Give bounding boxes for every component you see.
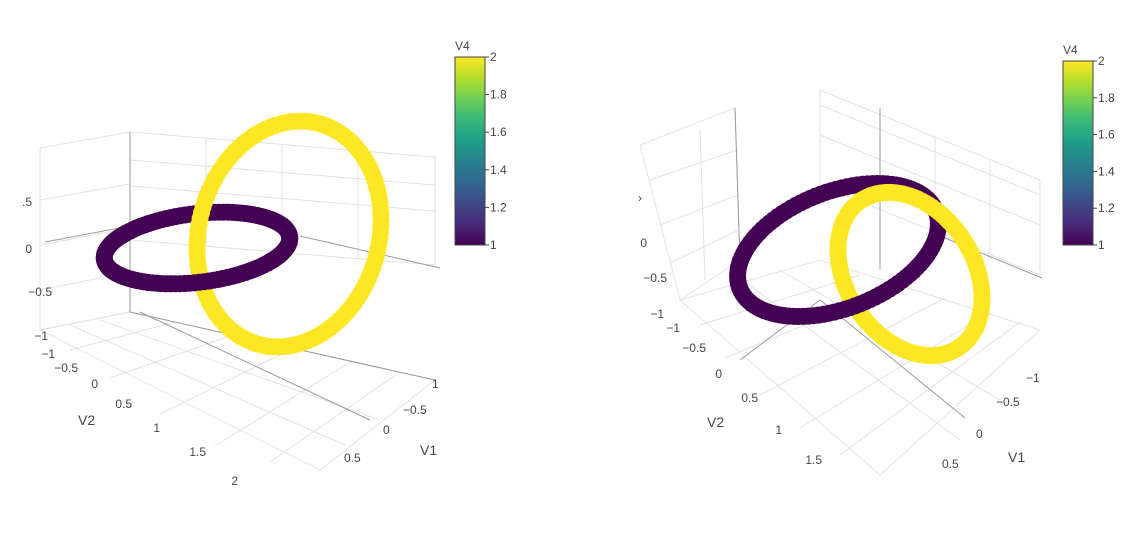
x-tick-2-2: 0 [976, 427, 983, 441]
back-right-wall-2 [819, 89, 1041, 276]
y-tick-2-5: 1.5 [805, 453, 822, 467]
y-tick-2-1: −0.5 [682, 341, 706, 355]
x-axis-label-1: V1 [420, 442, 437, 458]
colorbar-tick-label: 2 [1098, 54, 1105, 68]
colorbar-ticks-2: 1 1.2 1.4 1.6 1.8 2 [1093, 54, 1115, 252]
y-tick-2-2: 0 [715, 367, 722, 381]
colorbar-title-1: V4 [455, 39, 470, 53]
grid-line [109, 335, 231, 379]
z-tick-1-3: .5 [22, 195, 32, 209]
colorbar-title-2: V4 [1063, 43, 1078, 57]
x-tick-2-3: 0.5 [942, 457, 959, 471]
z-tick-2-1: 0 [640, 236, 647, 250]
x-tick-2-1: −0.5 [996, 395, 1020, 409]
colorbar-tick-label: 1 [490, 238, 497, 252]
colorbar-2: V4 1 1.2 1.4 1.6 1.8 2 [1062, 43, 1115, 252]
axis-ticks-1: .5 0 −0.5 −1 −1 −0.5 0 0.5 1 1.5 2 V2 1 … [22, 195, 439, 488]
grid-line [759, 297, 946, 396]
x-axis-line-2 [819, 299, 966, 419]
y-tick-1-0: −1 [41, 347, 55, 361]
grid-line [69, 324, 346, 446]
y-tick-2-0: −1 [650, 307, 664, 321]
grid-line [159, 349, 291, 415]
y-tick-2-4: 1 [775, 423, 782, 437]
zero-plane-line-1 [44, 225, 131, 243]
grid-line [269, 371, 401, 463]
grid-line [819, 104, 1041, 196]
z-tick-1-1: −0.5 [28, 285, 52, 299]
points-2 [729, 175, 991, 365]
grid-1 [38, 131, 441, 471]
y-tick-1-1: −0.5 [54, 361, 78, 375]
colorbar-tick-label: 1.4 [490, 163, 507, 177]
floor-diag-1 [139, 311, 371, 421]
z-tick-1-0: −1 [34, 329, 48, 343]
colorbar-ticks-1: 1 1.2 1.4 1.6 1.8 2 [485, 50, 507, 252]
grid-line [649, 149, 738, 181]
point-v4-2 [970, 264, 987, 282]
colorbar-tick-label: 1.6 [1098, 128, 1115, 142]
colorbar-tick-label: 1.4 [1098, 164, 1115, 178]
floor-2 [678, 259, 1041, 476]
z-tick-2-0: −0.5 [643, 271, 667, 285]
point-v4-2 [189, 221, 207, 239]
grid-line [659, 194, 739, 226]
y-tick-1-4: 1 [153, 421, 160, 435]
grid-2 [639, 89, 1043, 476]
x-tick-2-0: −1 [1026, 371, 1040, 385]
grid-line [69, 321, 176, 351]
scene-1[interactable]: .5 0 −0.5 −1 −1 −0.5 0 0.5 1 1.5 2 V2 1 … [22, 112, 441, 488]
points-1 [95, 112, 390, 356]
x-axis-label-2: V1 [1008, 449, 1025, 465]
colorbar-tick-label: 1.6 [490, 125, 507, 139]
y-tick-2-3: 0.5 [741, 391, 758, 405]
z-tick-1-2: 0 [25, 242, 32, 256]
colorbar-tick-label: 1.8 [1098, 91, 1115, 105]
grid-line [669, 229, 740, 264]
colorbar-gradient-2 [1062, 60, 1094, 246]
point-v4-1 [144, 274, 162, 292]
x-tick-1-1: 0 [383, 423, 390, 437]
colorbar-1: V4 1 1.2 1.4 1.6 1.8 2 [454, 39, 507, 252]
z-axis-line-2 [734, 107, 741, 263]
y-axis-label-2: V2 [707, 414, 724, 430]
y-axis-label-1: V2 [78, 412, 95, 428]
y-tick-1-5: 1.5 [189, 445, 206, 459]
y-tick-1-3: 0.5 [115, 397, 132, 411]
colorbar-tick-label: 2 [490, 50, 497, 64]
colorbar-tick-label: 1 [1098, 238, 1105, 252]
colorbar-gradient-1 [454, 56, 486, 246]
grid-line [39, 183, 131, 201]
colorbar-tick-label: 1.2 [1098, 201, 1115, 215]
x-tick-1-partial: 1 [432, 377, 439, 391]
grid-line [839, 321, 1021, 456]
grid-line [214, 361, 351, 447]
grid-line [699, 129, 706, 281]
x-tick-1-2: 0.5 [344, 451, 361, 465]
scene-2[interactable]: › 0 −0.5 −1 −1 −0.5 0 0.5 1 1.5 V2 −1 −0… [638, 89, 1043, 476]
y-tick-1-partial: 2 [231, 474, 238, 488]
y-tick-1-2: 0 [91, 377, 98, 391]
grid-line [819, 134, 1041, 226]
colorbar-tick-label: 1.2 [490, 200, 507, 214]
x-tick-1-0: −0.5 [403, 403, 427, 417]
grid-line [699, 274, 861, 326]
colorbar-tick-label: 1.8 [490, 88, 507, 102]
point-v4-1 [825, 303, 843, 321]
axis-ticks-2: › 0 −0.5 −1 −1 −0.5 0 0.5 1 1.5 V2 −1 −0… [638, 191, 1040, 471]
y-tick-2-0b: −1 [666, 321, 680, 335]
grid-line [799, 311, 991, 429]
z-tick-2-partial: › [638, 191, 642, 205]
